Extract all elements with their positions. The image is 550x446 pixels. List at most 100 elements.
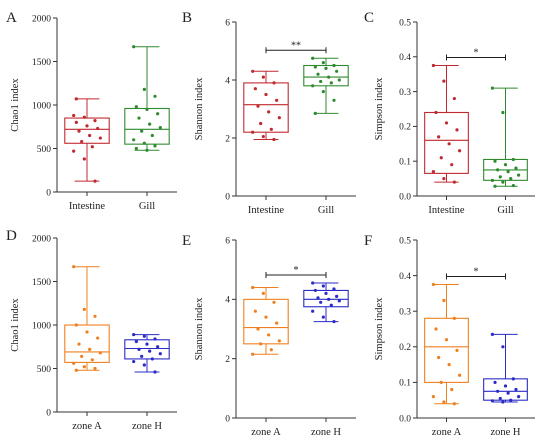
data-point xyxy=(277,116,281,120)
data-point xyxy=(329,81,333,85)
data-point xyxy=(74,120,78,124)
data-point xyxy=(516,395,521,399)
data-point xyxy=(80,139,84,144)
data-point xyxy=(275,321,279,325)
data-point xyxy=(77,129,81,133)
data-point xyxy=(431,63,436,68)
data-point xyxy=(442,79,446,83)
y-tick-label: 2000 xyxy=(32,234,51,244)
data-point xyxy=(437,355,441,360)
data-point xyxy=(90,358,94,362)
data-point xyxy=(444,338,449,342)
data-point xyxy=(501,110,505,115)
y-tick-label: 6 xyxy=(225,236,230,246)
data-point xyxy=(490,178,495,182)
data-point xyxy=(272,81,276,85)
panel-letter: F xyxy=(364,233,372,249)
data-point xyxy=(140,354,144,358)
data-point xyxy=(431,282,436,287)
data-point xyxy=(72,113,76,118)
panel-letter: C xyxy=(364,10,374,26)
y-tick-label: 0 xyxy=(46,408,51,418)
iqr-box xyxy=(124,339,170,360)
data-point xyxy=(452,316,456,320)
y-tick-label: 0.4 xyxy=(399,272,411,282)
y-tick-label: 1500 xyxy=(32,278,51,288)
y-tick-label: 1500 xyxy=(32,58,51,68)
data-point xyxy=(455,348,459,352)
data-point xyxy=(137,116,141,120)
y-tick-label: 2000 xyxy=(32,14,51,24)
data-point xyxy=(501,400,505,404)
panel-letter: E xyxy=(182,233,191,249)
data-point xyxy=(145,107,149,111)
data-point xyxy=(313,288,317,293)
data-point xyxy=(447,363,451,367)
data-point xyxy=(272,300,276,304)
panel-a: A 0 500 1000 1500 2000 Chao1 index Intestine Gil… xyxy=(6,10,177,212)
data-point xyxy=(256,104,260,108)
data-point xyxy=(153,144,157,148)
data-point xyxy=(316,72,320,76)
data-point xyxy=(496,389,500,393)
data-point xyxy=(431,170,436,174)
panel-b: B 0 2 4 6 Shannon index Intestine Gill ** xyxy=(182,10,356,216)
data-point xyxy=(251,352,255,356)
data-point xyxy=(82,365,86,369)
data-point xyxy=(80,354,84,358)
y-axis-title: Chao1 index xyxy=(10,78,21,132)
iqr-box xyxy=(483,378,528,401)
box-zone-h xyxy=(483,332,528,404)
data-point xyxy=(431,395,436,399)
x-tick-label: zone H xyxy=(132,421,162,432)
iqr-box xyxy=(303,64,349,87)
y-tick-label: 0.3 xyxy=(399,308,411,318)
box-gill xyxy=(303,56,349,115)
data-point xyxy=(313,65,317,69)
y-axis-title: Shannon index xyxy=(194,297,205,360)
data-point xyxy=(269,348,273,352)
data-point xyxy=(490,86,495,90)
y-tick-label: 0.4 xyxy=(399,53,411,63)
significance-label: * xyxy=(474,267,479,278)
data-point xyxy=(142,141,146,145)
y-tick-label: 0.1 xyxy=(399,379,411,389)
x-tick-label: Gill xyxy=(318,205,334,216)
data-point xyxy=(148,122,152,126)
y-tick-label: 0 xyxy=(225,192,230,202)
data-point xyxy=(153,94,157,98)
data-point xyxy=(74,368,78,372)
panel-f: F 0.0 0.1 0.2 0.3 0.4 0.5 Simpson index zone A zo… xyxy=(364,233,535,438)
data-point xyxy=(74,97,78,101)
data-point xyxy=(156,112,160,116)
data-point xyxy=(321,61,325,65)
data-point xyxy=(337,78,341,82)
y-tick-label: 6 xyxy=(225,18,230,28)
iqr-box xyxy=(243,82,289,133)
data-point xyxy=(264,315,268,319)
data-point xyxy=(132,332,136,337)
y-tick-label: 0.0 xyxy=(399,414,411,424)
x-tick-label: zone H xyxy=(490,427,520,438)
data-point xyxy=(82,157,86,161)
box-intestine xyxy=(64,97,110,183)
data-point xyxy=(145,342,149,346)
y-tick-label: 0 xyxy=(46,188,51,198)
data-point xyxy=(457,149,462,153)
data-point xyxy=(137,347,141,351)
data-point xyxy=(452,402,456,406)
data-point xyxy=(134,105,138,109)
data-point xyxy=(324,66,328,70)
y-tick-label: 4 xyxy=(225,296,230,306)
data-point xyxy=(82,115,86,119)
data-point xyxy=(156,345,160,349)
data-point xyxy=(321,90,325,94)
y-tick-label: 0.1 xyxy=(399,158,411,168)
data-point xyxy=(457,373,462,377)
panel-letter: B xyxy=(182,10,192,26)
data-point xyxy=(450,387,454,392)
significance-label: ** xyxy=(291,40,301,51)
data-point xyxy=(88,347,92,351)
x-tick-label: zone A xyxy=(251,427,281,438)
